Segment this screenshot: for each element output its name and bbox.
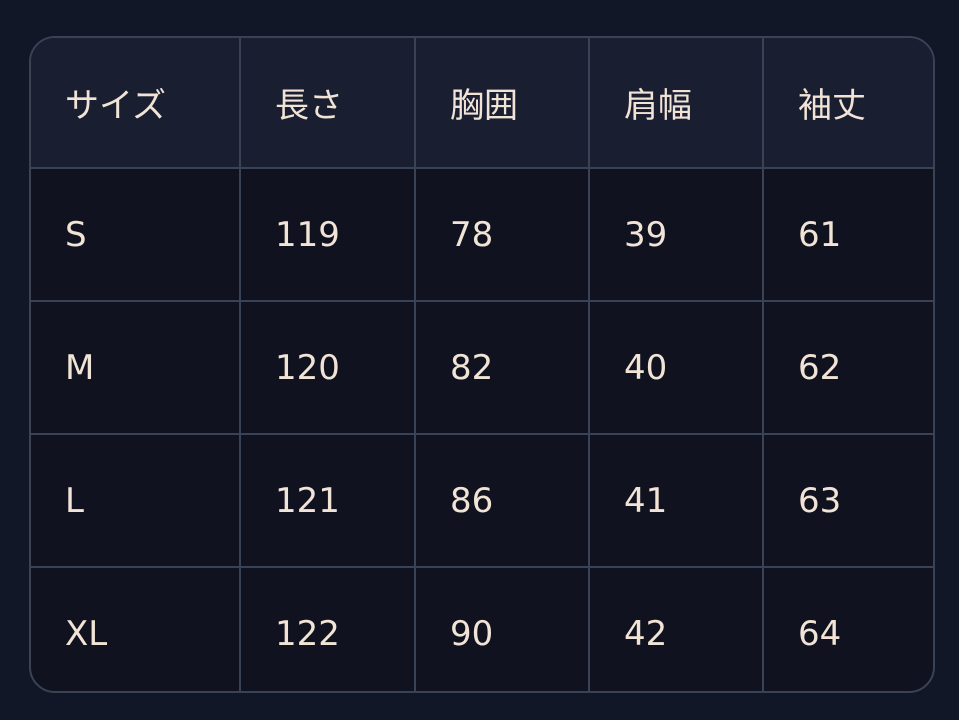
header-row: サイズ 長さ 胸囲 肩幅 袖丈 [31,38,933,169]
table-cell: M [31,300,241,435]
table-row: S 119 78 39 61 [31,167,933,302]
table-cell: 119 [239,167,416,302]
table-cell: 40 [588,300,764,435]
table-cell: XL [31,566,241,691]
header-length: 長さ [239,38,416,169]
table-cell: S [31,167,241,302]
table-cell: 121 [239,433,416,568]
header-size: サイズ [31,38,241,169]
table-cell: 62 [762,300,933,435]
header-sleeve: 袖丈 [762,38,933,169]
table-cell: 64 [762,566,933,691]
header-chest: 胸囲 [414,38,590,169]
table-cell: 120 [239,300,416,435]
table-cell: 86 [414,433,590,568]
table-cell: 78 [414,167,590,302]
table-row: XL 122 90 42 64 [31,566,933,691]
table-cell: 90 [414,566,590,691]
table-cell: 42 [588,566,764,691]
size-chart-table: サイズ 長さ 胸囲 肩幅 袖丈 S 119 78 39 61 M 120 82 40 62 L 121… [29,36,935,693]
table-row: L 121 86 41 63 [31,433,933,568]
table-cell: 61 [762,167,933,302]
table-row: M 120 82 40 62 [31,300,933,435]
table-cell: 63 [762,433,933,568]
table-cell: 39 [588,167,764,302]
table-cell: 122 [239,566,416,691]
header-shoulder: 肩幅 [588,38,764,169]
table-cell: 41 [588,433,764,568]
table-cell: L [31,433,241,568]
table-cell: 82 [414,300,590,435]
